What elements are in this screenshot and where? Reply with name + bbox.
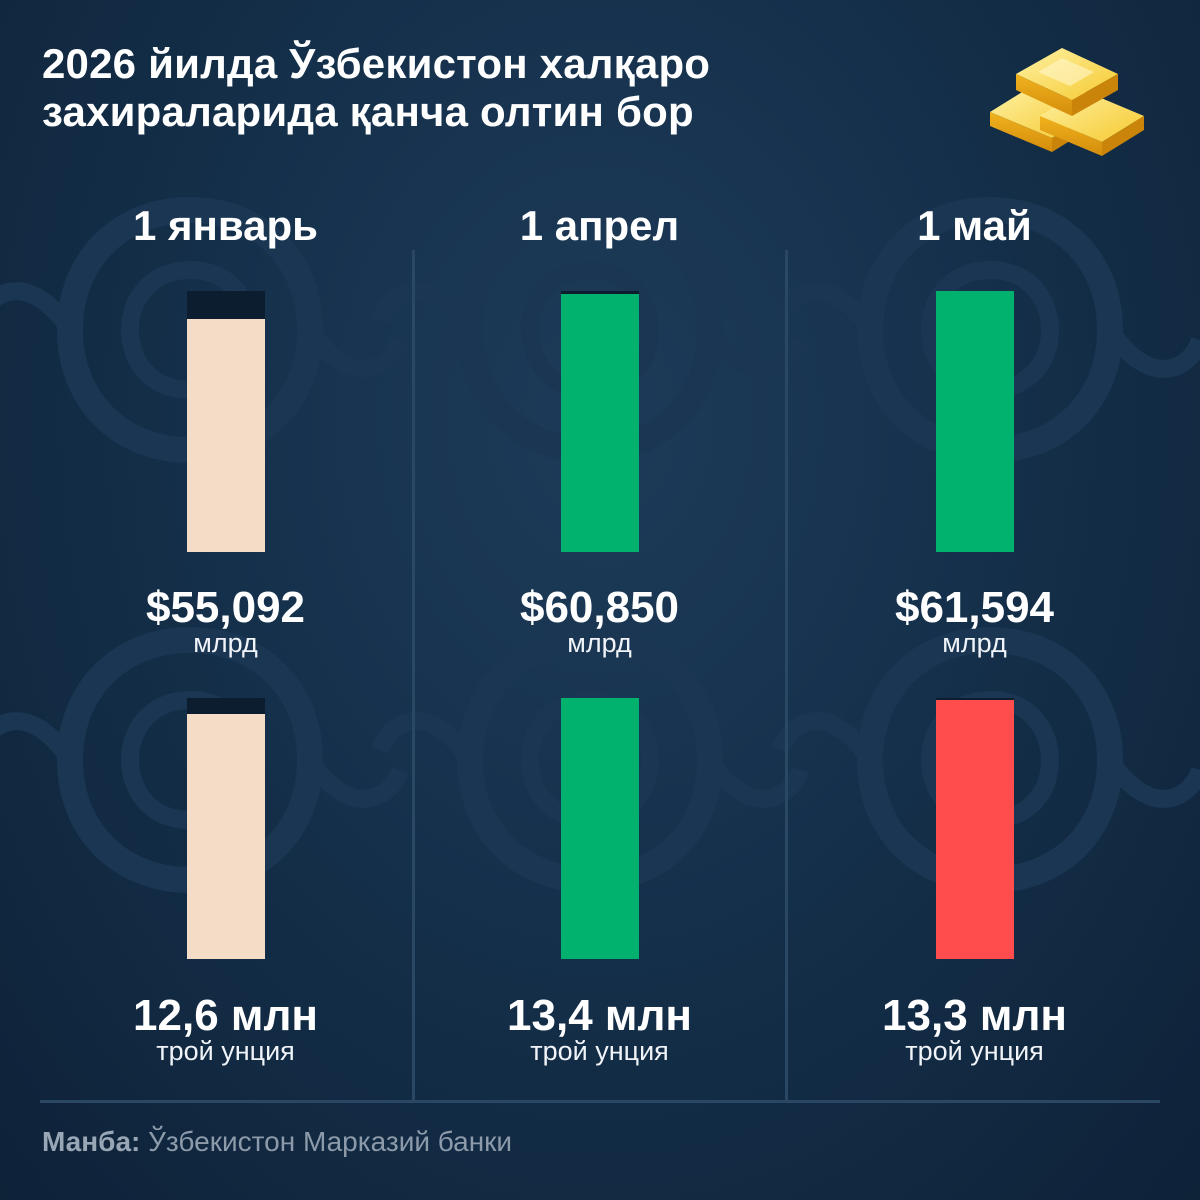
title-line-2: захираларида қанча олтин бор <box>42 88 694 135</box>
usd-bar-track <box>186 291 265 552</box>
usd-bar <box>186 318 265 552</box>
ounce-bar <box>186 713 265 959</box>
ounce-unit-label: трой унция <box>156 1036 295 1066</box>
ounce-bar-track <box>186 698 265 959</box>
usd-bar <box>935 291 1014 552</box>
column-divider-1 <box>412 250 415 1100</box>
ounce-unit-label: трой унция <box>905 1036 1044 1066</box>
ounce-value-label: 13,3 млн <box>882 991 1067 1040</box>
column-2: 1 апрел $60,850 млрд 13,4 млн трой унция <box>412 0 787 1100</box>
source-label: Манба: <box>42 1126 141 1157</box>
footer-divider <box>40 1100 1160 1103</box>
date-label: 1 январь <box>132 202 318 249</box>
ounce-value-label: 12,6 млн <box>133 991 318 1040</box>
usd-value-label: $61,594 <box>894 583 1055 632</box>
usd-bar-track <box>935 291 1014 552</box>
usd-unit-label: млрд <box>193 628 258 658</box>
ounce-value-label: 13,4 млн <box>507 991 692 1040</box>
gold-bars-icon <box>990 48 1144 156</box>
source-note: Манба: Ўзбекистон Марказий банки <box>42 1126 512 1158</box>
date-label: 1 апрел <box>519 202 680 249</box>
ounce-bar <box>560 698 639 959</box>
ounce-bar-track <box>935 698 1014 959</box>
ounce-bar-track <box>560 698 639 959</box>
usd-value-label: $55,092 <box>145 583 306 632</box>
source-text: Ўзбекистон Марказий банки <box>140 1126 513 1157</box>
column-divider-2 <box>785 250 788 1100</box>
usd-bar-track <box>560 291 639 552</box>
title-line-1: 2026 йилда Ўзбекистон халқаро <box>42 40 711 87</box>
usd-bar <box>560 294 639 552</box>
usd-value-label: $60,850 <box>519 583 680 632</box>
column-3: 1 май $61,594 млрд 13,3 млн трой унция <box>787 0 1162 1100</box>
ounce-bar <box>935 699 1014 959</box>
date-label: 1 май <box>917 202 1032 249</box>
usd-unit-label: млрд <box>942 628 1007 658</box>
ounce-unit-label: трой унция <box>530 1036 669 1066</box>
page-title: 2026 йилда Ўзбекистон халқаро захиралари… <box>42 40 922 136</box>
usd-unit-label: млрд <box>567 628 632 658</box>
column-1: 1 январь $55,092 млрд 12,6 млн трой унция <box>38 0 413 1100</box>
